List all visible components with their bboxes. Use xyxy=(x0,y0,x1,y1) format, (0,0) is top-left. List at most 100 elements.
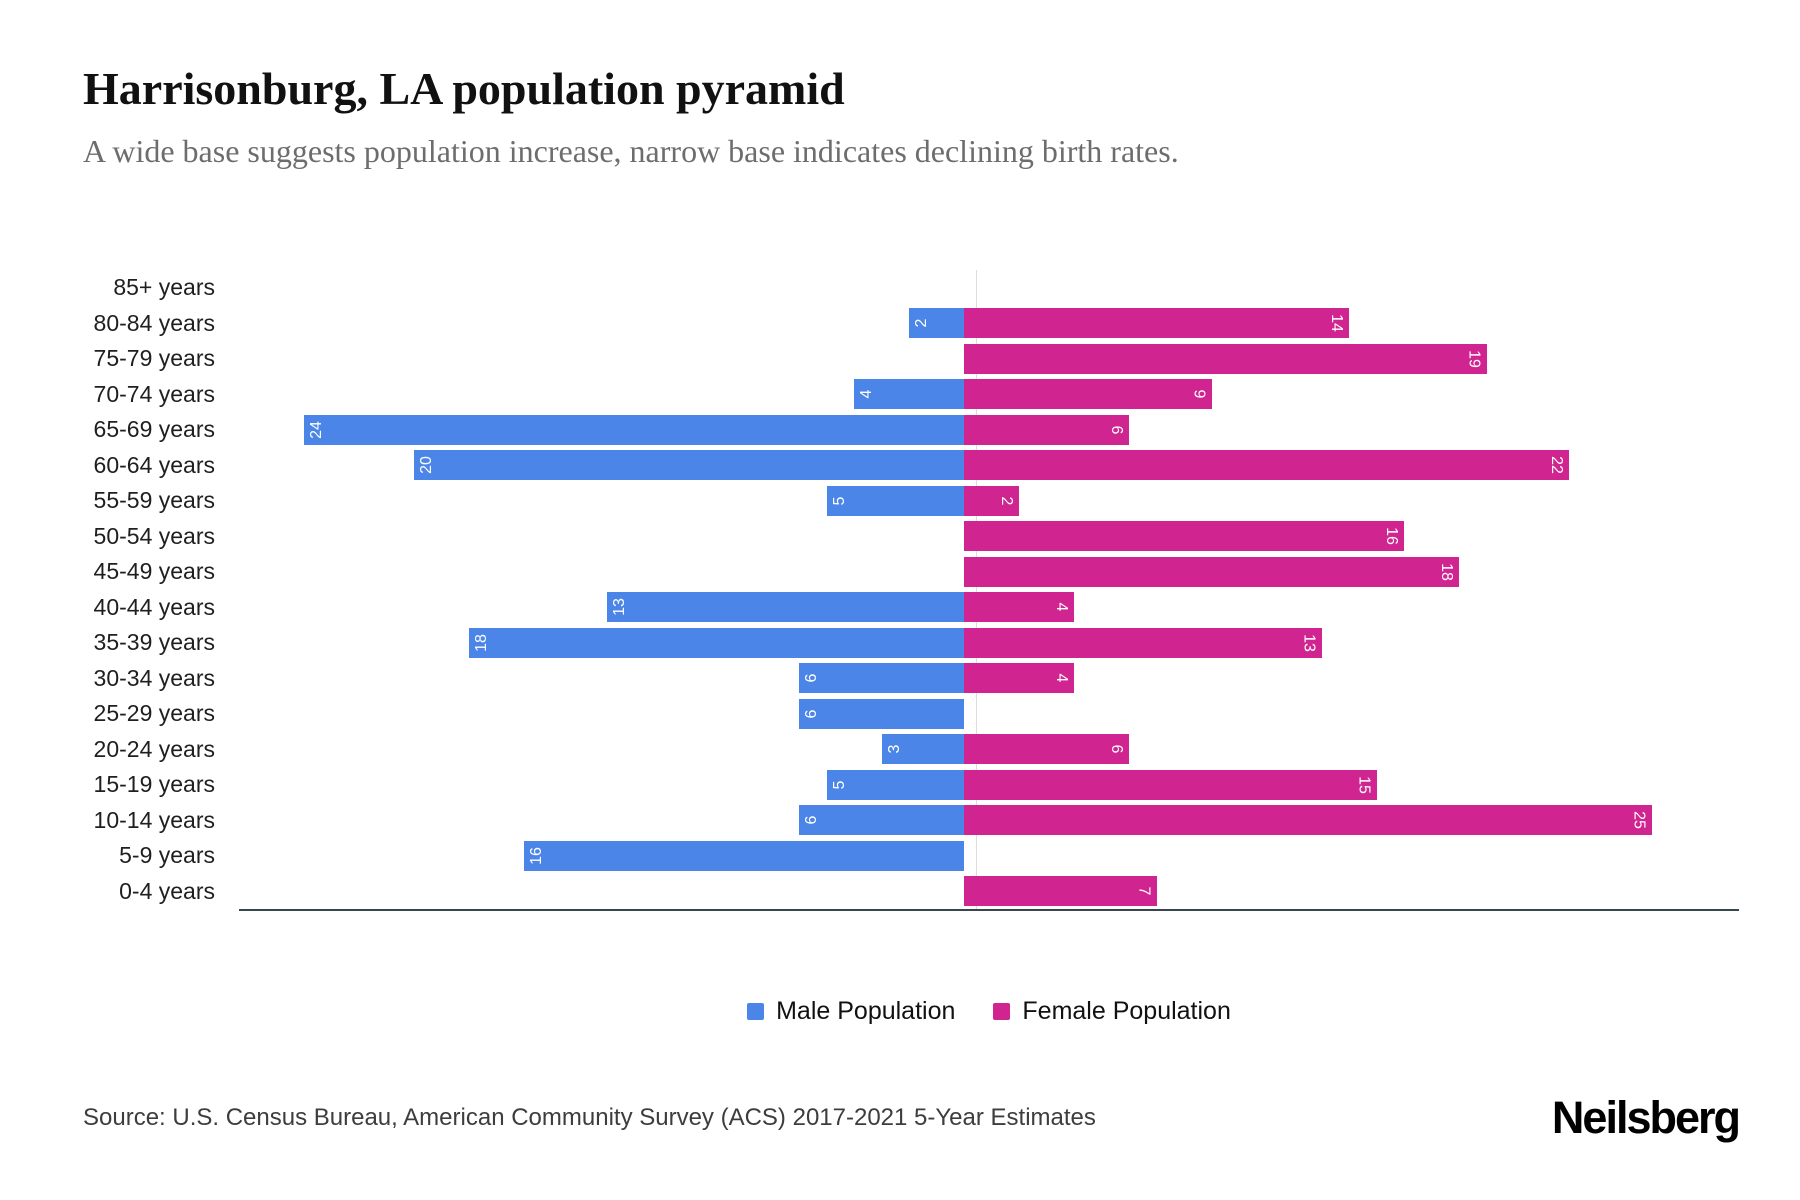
population-pyramid-chart: 85+ years 80-84 years 2 14 75-79 years 19 70-7… xyxy=(83,270,1739,911)
age-group-label: 10-14 years xyxy=(93,806,215,833)
pyramid-row: 70-74 years 4 9 xyxy=(83,377,1739,413)
male-bar-value: 6 xyxy=(803,673,820,683)
center-axis-line xyxy=(976,270,977,909)
age-group-label: 50-54 years xyxy=(93,522,215,549)
age-group-label: 55-59 years xyxy=(93,487,215,514)
age-group-label: 30-34 years xyxy=(93,664,215,691)
pyramid-row: 60-64 years 20 22 xyxy=(83,448,1739,484)
pyramid-row: 25-29 years 6 xyxy=(83,696,1739,732)
male-half xyxy=(227,554,964,590)
male-bar[interactable]: 16 xyxy=(524,840,964,871)
female-bar-value: 9 xyxy=(1190,389,1208,399)
female-bar[interactable]: 22 xyxy=(964,450,1569,481)
female-half xyxy=(964,696,1727,732)
female-half xyxy=(964,838,1727,874)
legend-item-male[interactable]: Male Population xyxy=(747,997,955,1026)
male-half xyxy=(227,341,964,377)
male-half: 13 xyxy=(227,590,964,626)
female-half: 25 xyxy=(964,803,1727,839)
age-group-label: 25-29 years xyxy=(93,700,215,727)
male-bar[interactable]: 6 xyxy=(799,805,964,836)
male-bar-value: 3 xyxy=(885,744,903,754)
pyramid-row: 40-44 years 13 4 xyxy=(83,590,1739,626)
male-half: 16 xyxy=(227,838,964,874)
male-bar[interactable]: 5 xyxy=(826,769,964,800)
male-bar[interactable]: 6 xyxy=(799,698,964,729)
female-bar-value: 22 xyxy=(1548,456,1565,475)
plot-area: 85+ years 80-84 years 2 14 75-79 years 19 70-7… xyxy=(83,270,1739,909)
female-bar[interactable]: 9 xyxy=(964,379,1212,410)
male-half: 24 xyxy=(227,412,964,448)
male-bar-value: 6 xyxy=(803,815,820,825)
age-group-label: 0-4 years xyxy=(119,877,215,904)
female-bar-value: 25 xyxy=(1630,811,1648,830)
male-bar-value: 24 xyxy=(308,420,325,439)
pyramid-row: 85+ years xyxy=(83,270,1739,306)
female-bar[interactable]: 2 xyxy=(964,485,1019,516)
pyramid-row: 80-84 years 2 14 xyxy=(83,306,1739,342)
page-title: Harrisonburg, LA population pyramid xyxy=(83,63,845,114)
female-bar[interactable]: 25 xyxy=(964,805,1652,836)
male-bar[interactable]: 18 xyxy=(469,627,964,658)
female-bar[interactable]: 19 xyxy=(964,343,1487,374)
male-bar[interactable]: 4 xyxy=(854,379,964,410)
female-bar[interactable]: 18 xyxy=(964,556,1459,587)
female-bar-value: 16 xyxy=(1383,527,1400,546)
age-group-label: 20-24 years xyxy=(93,735,215,762)
female-bar[interactable]: 6 xyxy=(964,734,1129,765)
male-bar-value: 4 xyxy=(858,389,875,399)
female-bar[interactable]: 13 xyxy=(964,627,1322,658)
age-group-label: 15-19 years xyxy=(93,771,215,798)
female-bar[interactable]: 6 xyxy=(964,414,1129,445)
male-bar-value: 20 xyxy=(418,456,435,475)
male-half: 20 xyxy=(227,448,964,484)
male-bar-value: 16 xyxy=(528,846,545,865)
female-half: 9 xyxy=(964,377,1727,413)
female-half: 16 xyxy=(964,519,1727,555)
legend-label-male: Male Population xyxy=(776,997,956,1025)
female-bar-value: 4 xyxy=(1053,673,1070,683)
brand-logo: Neilsberg xyxy=(1551,1092,1741,1143)
male-bar[interactable]: 20 xyxy=(414,450,964,481)
female-bar[interactable]: 14 xyxy=(964,308,1349,339)
pyramid-row: 20-24 years 3 6 xyxy=(83,732,1739,768)
pyramid-row: 55-59 years 5 2 xyxy=(83,483,1739,519)
male-bar[interactable]: 6 xyxy=(799,663,964,694)
female-bar-value: 18 xyxy=(1438,562,1455,581)
male-bar[interactable]: 5 xyxy=(826,485,964,516)
legend-label-female: Female Population xyxy=(1022,997,1231,1025)
x-axis-line xyxy=(239,909,1739,911)
male-half: 6 xyxy=(227,803,964,839)
male-bar[interactable]: 13 xyxy=(606,592,964,623)
female-bar[interactable]: 7 xyxy=(964,876,1157,907)
age-group-label: 85+ years xyxy=(113,274,215,301)
male-half: 5 xyxy=(227,767,964,803)
female-swatch-icon xyxy=(993,1003,1011,1020)
female-half: 15 xyxy=(964,767,1727,803)
male-bar[interactable]: 3 xyxy=(881,734,964,765)
male-bar[interactable]: 2 xyxy=(909,308,964,339)
pyramid-row: 0-4 years 7 xyxy=(83,874,1739,910)
female-bar-value: 6 xyxy=(1108,744,1125,754)
female-half xyxy=(964,270,1727,306)
chart-legend: Male Population Female Population xyxy=(239,997,1739,1026)
female-bar[interactable]: 15 xyxy=(964,769,1377,800)
male-bar-value: 6 xyxy=(803,709,820,719)
female-bar[interactable]: 4 xyxy=(964,663,1074,694)
male-bar-value: 18 xyxy=(473,633,490,652)
male-half: 18 xyxy=(227,625,964,661)
female-bar[interactable]: 16 xyxy=(964,521,1404,552)
male-half: 2 xyxy=(227,306,964,342)
male-swatch-icon xyxy=(747,1003,765,1020)
male-bar-value: 2 xyxy=(913,318,930,328)
pyramid-row: 10-14 years 6 25 xyxy=(83,803,1739,839)
female-bar[interactable]: 4 xyxy=(964,592,1074,623)
age-group-label: 45-49 years xyxy=(93,558,215,585)
female-half: 7 xyxy=(964,874,1727,910)
legend-item-female[interactable]: Female Population xyxy=(993,997,1231,1026)
female-half: 18 xyxy=(964,554,1727,590)
male-bar[interactable]: 24 xyxy=(304,414,964,445)
male-bar-value: 13 xyxy=(610,598,628,617)
female-half: 13 xyxy=(964,625,1727,661)
female-bar-value: 13 xyxy=(1300,633,1318,652)
